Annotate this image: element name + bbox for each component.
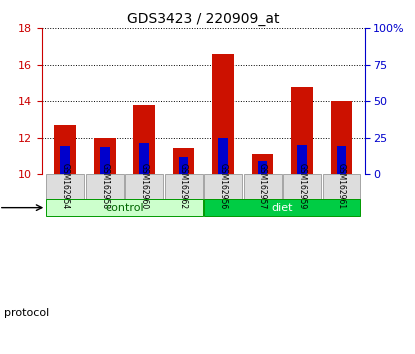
Bar xyxy=(297,145,307,174)
Bar xyxy=(54,125,76,174)
Bar xyxy=(252,154,273,174)
FancyBboxPatch shape xyxy=(204,199,361,216)
Text: GSM162954: GSM162954 xyxy=(61,163,70,210)
FancyBboxPatch shape xyxy=(283,174,321,199)
FancyBboxPatch shape xyxy=(86,174,124,199)
Bar xyxy=(218,138,228,174)
Text: GSM162962: GSM162962 xyxy=(179,164,188,210)
FancyBboxPatch shape xyxy=(244,174,281,199)
Bar xyxy=(60,146,70,174)
Text: GSM162958: GSM162958 xyxy=(100,164,109,210)
Bar xyxy=(100,147,110,174)
Text: control: control xyxy=(105,202,144,213)
Bar xyxy=(337,146,347,174)
Text: protocol: protocol xyxy=(4,308,49,318)
FancyBboxPatch shape xyxy=(46,199,203,216)
Bar xyxy=(212,54,234,174)
FancyBboxPatch shape xyxy=(46,174,84,199)
Title: GDS3423 / 220909_at: GDS3423 / 220909_at xyxy=(127,12,280,26)
Bar xyxy=(179,157,188,174)
Bar xyxy=(258,161,267,174)
Bar xyxy=(133,105,155,174)
Text: GSM162961: GSM162961 xyxy=(337,164,346,210)
FancyBboxPatch shape xyxy=(322,174,361,199)
Bar xyxy=(94,138,115,174)
Text: GSM162959: GSM162959 xyxy=(298,163,307,210)
Text: diet: diet xyxy=(271,202,293,213)
FancyBboxPatch shape xyxy=(165,174,203,199)
FancyBboxPatch shape xyxy=(125,174,163,199)
Text: GSM162956: GSM162956 xyxy=(219,163,227,210)
Text: GSM162960: GSM162960 xyxy=(139,163,149,210)
Bar xyxy=(291,87,313,174)
Bar xyxy=(139,143,149,174)
Bar xyxy=(331,101,352,174)
Text: GSM162957: GSM162957 xyxy=(258,163,267,210)
FancyBboxPatch shape xyxy=(204,174,242,199)
Bar xyxy=(173,148,195,174)
